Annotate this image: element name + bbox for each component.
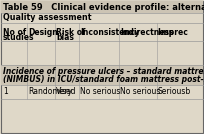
Text: Very: Very <box>56 88 73 96</box>
Text: studies: studies <box>3 33 34 42</box>
Text: No serious: No serious <box>120 88 160 96</box>
Text: 1: 1 <box>3 88 8 96</box>
Bar <box>1 65 203 85</box>
Text: (NIMBUS) in ICU/standard foam mattress post-ICU – grade 2 an…: (NIMBUS) in ICU/standard foam mattress p… <box>3 75 204 83</box>
Text: bias: bias <box>56 33 74 42</box>
Text: Randomised: Randomised <box>28 88 75 96</box>
Text: Imprec​: Imprec​ <box>158 28 188 37</box>
Text: Quality assessment: Quality assessment <box>3 14 92 23</box>
Text: Inconsistency: Inconsistency <box>80 28 140 37</box>
Text: Table 59   Clinical evidence profile: alternating pressure anc: Table 59 Clinical evidence profile: alte… <box>3 3 204 12</box>
Text: Indirectness: Indirectness <box>120 28 173 37</box>
Text: Risk of: Risk of <box>56 28 85 37</box>
Text: No of: No of <box>3 28 26 37</box>
Text: Seriousb: Seriousb <box>158 88 191 96</box>
Text: No serious: No serious <box>80 88 120 96</box>
Bar <box>1 1 203 13</box>
Text: Incidence of pressure ulcers – standard mattress in ICU/standard: Incidence of pressure ulcers – standard … <box>3 66 204 75</box>
Text: Design: Design <box>28 28 58 37</box>
